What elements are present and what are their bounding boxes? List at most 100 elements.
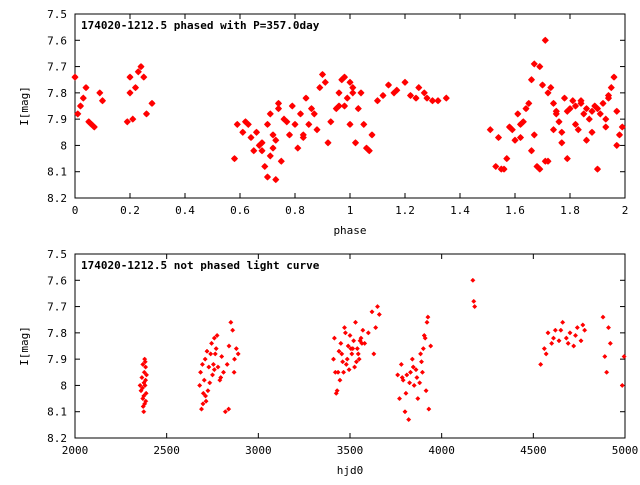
phased-y-tick-label: 8.2 [47,192,67,205]
data-point [126,73,134,81]
unphased-x-tick-label: 5000 [612,444,639,457]
data-point [424,319,430,325]
data-point [560,94,569,102]
data-point [516,120,525,128]
data-point [618,123,626,131]
data-point [582,327,588,333]
data-point [527,76,536,84]
data-point [198,369,204,375]
unphased-x-axis-title: hjd0 [337,464,364,477]
data-point [316,84,324,92]
data-point [211,367,217,373]
data-point [137,63,145,71]
phased-y-tick-label: 7.5 [47,8,67,21]
data-point [336,348,342,354]
data-point [203,398,209,404]
data-point [335,369,341,375]
data-point [571,343,577,349]
data-point [141,393,147,399]
data-point [360,327,366,333]
data-point [148,99,156,107]
data-point [574,325,580,331]
data-point [407,380,413,386]
data-point [215,364,221,370]
data-point [341,369,347,375]
data-point [330,356,337,362]
data-point [318,70,327,79]
data-point [351,338,357,344]
data-point [230,327,236,333]
data-point [406,91,415,100]
data-point [421,332,427,339]
data-point [205,388,211,394]
data-point [321,78,329,86]
data-point [252,128,261,136]
data-point [538,361,544,367]
data-point [214,332,220,339]
data-point [141,409,147,415]
data-point [409,356,415,362]
data-point [272,176,280,184]
data-point [199,361,205,367]
data-point [550,335,557,341]
data-point [555,118,563,126]
data-point [572,332,579,339]
data-point [360,120,368,128]
data-point [549,126,558,134]
unphased-x-tick-label: 2000 [62,444,89,457]
data-point [140,361,146,367]
data-point [580,322,586,328]
data-point [500,165,508,173]
data-point [258,139,266,147]
data-point [593,165,602,173]
data-point [266,152,274,160]
phased-x-tick-label: 1.4 [450,204,470,217]
data-point [417,380,423,386]
data-point [410,364,416,370]
data-point [210,361,216,367]
data-point [324,139,332,147]
data-point [140,403,146,410]
phased-y-tick-label: 7.7 [47,61,67,74]
data-point [142,359,148,365]
unphased-y-tick-label: 8 [60,379,67,392]
phased-x-tick-label: 0 [72,204,79,217]
phased-x-tick-label: 0.8 [285,204,305,217]
data-point [349,351,355,357]
data-point [399,374,405,381]
data-point [274,99,283,107]
phased-x-tick-label: 1 [347,204,354,217]
data-point [538,81,547,89]
data-point [350,346,356,352]
data-point [224,361,230,367]
data-point [343,361,349,367]
data-point [233,346,239,352]
data-point [346,367,352,373]
data-point [226,406,232,412]
data-point [371,351,377,357]
data-point [261,162,269,171]
data-point [346,78,354,86]
unphased-y-tick-label: 7.7 [47,301,67,314]
data-point [206,364,212,370]
data-point [602,353,608,360]
data-point [228,319,234,325]
data-point [560,319,566,325]
data-point [396,396,403,402]
data-point [558,139,566,147]
data-point [219,353,225,360]
data-point [74,110,82,118]
data-point [333,390,339,396]
data-point [79,94,87,102]
data-point [200,401,206,407]
data-point [604,91,613,100]
data-point [200,390,206,396]
data-point [343,94,351,102]
unphased-x-tick-label: 4500 [520,444,547,457]
data-point [530,131,538,139]
data-point [547,84,555,92]
data-point [365,330,371,336]
unphased-y-tick-label: 7.8 [47,327,67,340]
data-point [202,393,209,399]
data-point [76,102,85,110]
